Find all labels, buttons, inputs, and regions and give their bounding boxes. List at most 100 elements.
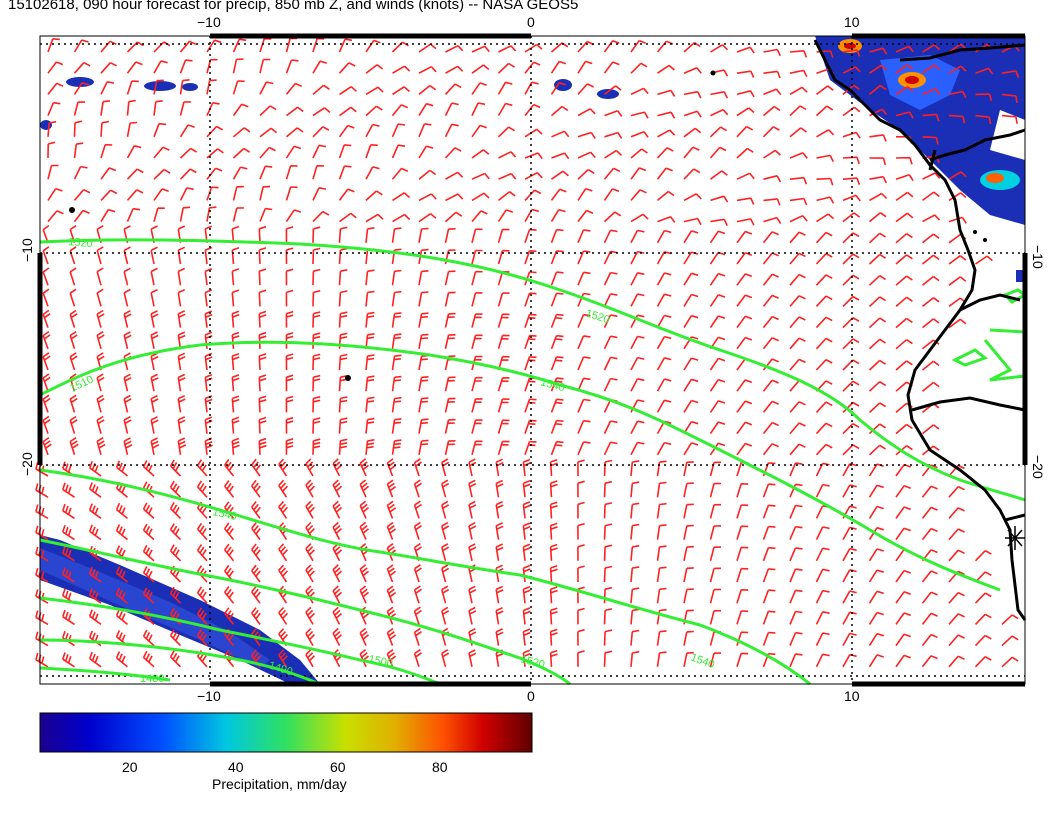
contour-1520-south [39,538,571,686]
wind-barb [789,252,806,265]
wind-barb [921,591,938,604]
tick-left-minus10: −10 [19,238,35,262]
wind-barb [656,441,672,456]
precip-max-2-center [844,43,856,49]
wind-barb [332,521,343,540]
wind-barb [550,271,564,286]
wind-barb [657,215,676,223]
wind-barb [577,501,585,519]
wind-barb [656,378,672,392]
wind-barb [974,634,992,647]
wind-barb [224,586,235,604]
wind-barb [224,649,235,668]
wind-barb [789,273,806,286]
wind-barb [142,481,155,498]
wind-barb [736,652,749,668]
wind-barb [231,374,240,392]
wind-barb [258,310,267,328]
wind-barb [709,546,722,561]
wind-barb [974,592,992,604]
wind-barb [709,482,722,498]
wind-barb [305,458,315,477]
wind-barb [206,148,224,159]
wind-barb [468,606,477,625]
wind-barb [196,544,208,562]
wind-barb [895,612,911,625]
wind-barb [232,38,247,53]
border-peru-chile [911,396,1026,412]
wind-barb [762,126,780,138]
wind-barb [153,207,165,222]
wind-barb [815,547,830,562]
wind-barb [842,547,857,562]
wind-barb [895,633,911,647]
wind-barb [815,231,833,244]
wind-barb [365,86,384,96]
wind-barb [338,269,348,286]
wind-barb [710,218,728,227]
tick-bottom-10: 10 [844,688,860,704]
wind-barb [549,480,558,498]
contour-1490 [39,638,321,686]
wind-barb [948,255,967,265]
wind-barb [497,228,510,244]
wind-barb [683,127,702,138]
wind-barb [736,125,754,138]
wind-barb [921,633,938,647]
wind-barb [895,339,913,350]
wind-barb [603,229,618,244]
wind-barb [895,654,911,668]
wind-barb [339,212,357,223]
wind-barb [285,438,294,455]
wind-barb [73,142,84,159]
wind-barb [842,66,861,74]
wind-barb [630,356,645,371]
wind-barb [524,334,537,350]
wind-barb [418,65,437,74]
islands [69,70,987,381]
colorbar-label: Precipitation, mm/day [212,776,347,792]
wind-barb [816,213,835,223]
wind-barb [179,147,198,159]
wind-barb [522,501,531,519]
wind-barb [47,61,64,74]
wind-barb [47,187,63,201]
wind-barb [204,416,213,434]
wind-barb [842,177,861,185]
wind-barb [656,357,672,371]
wind-barb [549,607,558,625]
wind-barb [683,193,702,202]
wind-barb [948,528,965,541]
wind-barb [842,295,860,307]
wind-barb [441,543,450,562]
wind-barb [656,630,667,646]
wind-barb [232,127,251,138]
wind-barb [495,479,504,498]
wind-barb [736,218,755,226]
wind-barb [305,627,315,647]
wind-barb [62,461,75,477]
wind-barb [868,402,887,413]
wind-barb [386,458,397,477]
wind-barb [736,483,749,498]
wind-barb [497,81,513,95]
wind-barb [789,422,806,435]
wind-barb [974,656,992,668]
wind-barb [62,588,75,604]
wind-barb [444,440,456,455]
wind-barb [630,441,645,456]
wind-barb [815,422,833,435]
wind-barb [251,607,261,625]
wind-barb [179,59,193,74]
wind-barb [278,649,288,668]
wind-barb [683,588,694,604]
wind-barb [815,316,833,329]
wind-barb [815,401,833,413]
wind-barb [251,543,261,562]
wind-barb [948,171,967,180]
wind-barb [332,606,343,625]
wind-barb [577,441,591,456]
wind-barb [62,503,75,520]
wind-barb [789,631,803,646]
wind-barb [177,394,186,413]
